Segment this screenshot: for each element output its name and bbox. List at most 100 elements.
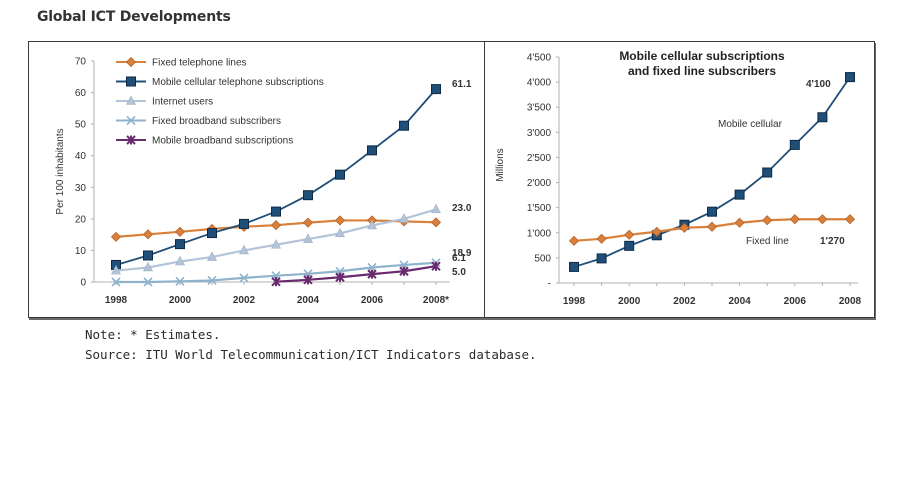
series-label: Mobile cellular (718, 119, 783, 130)
data-point (789, 214, 800, 225)
y-tick-label: 1'000 (527, 228, 552, 239)
data-point (335, 272, 345, 282)
legend-item: Fixed telephone lines (116, 56, 247, 69)
data-point (239, 273, 249, 283)
x-tick-label: 2004 (297, 295, 320, 306)
legend-label: Mobile broadband subscriptions (152, 136, 293, 147)
data-point-shape (143, 277, 153, 287)
data-point-shape (207, 251, 217, 261)
y-tick-label: 50 (75, 120, 87, 131)
series-line (275, 265, 437, 283)
data-point-shape (624, 240, 635, 251)
data-point-shape (817, 112, 828, 123)
data-point (706, 221, 718, 232)
data-point (734, 217, 745, 228)
legend-label: Internet users (152, 97, 213, 108)
legend-marker-shape (125, 56, 137, 68)
data-point-shape (239, 273, 249, 283)
data-point (271, 206, 281, 217)
data-point (399, 266, 409, 276)
data-point-shape (239, 218, 249, 229)
x-tick-label: 2000 (169, 295, 192, 306)
data-point-shape (271, 276, 281, 287)
series-fixed-broadband-subscribers: 6.1 (111, 253, 466, 287)
data-point (789, 139, 800, 150)
data-point-shape (734, 189, 745, 200)
data-point-shape (367, 269, 377, 279)
data-point (845, 72, 855, 83)
y-axis-label: Per 100 inhabitants (55, 128, 66, 214)
legend-marker-shape (126, 76, 136, 87)
series-line (573, 76, 851, 268)
data-point-shape (762, 215, 773, 226)
y-tick-label: 0 (80, 278, 86, 289)
legend-marker (126, 76, 136, 87)
y-tick-label: 20 (75, 214, 87, 225)
data-point-shape (707, 206, 717, 217)
y-tick-label: 3'500 (527, 103, 552, 114)
data-point-shape (569, 261, 579, 272)
data-point-shape (596, 253, 607, 264)
data-point (399, 120, 409, 131)
data-point (142, 229, 154, 240)
data-point (175, 276, 185, 286)
data-point (270, 220, 282, 231)
data-point (302, 217, 314, 228)
series-internet-users: 23.0 (111, 203, 472, 275)
data-point-shape (271, 239, 281, 249)
data-point (239, 244, 249, 255)
data-point (111, 264, 121, 275)
y-tick-label: 4'000 (527, 78, 552, 89)
data-point (271, 276, 281, 287)
data-point-shape (817, 214, 828, 225)
y-tick-label: 60 (75, 88, 87, 99)
chart-title: Mobile cellular subscriptions (619, 49, 785, 63)
data-point (817, 214, 828, 225)
data-point-shape (335, 227, 345, 238)
data-point-shape (175, 239, 185, 250)
data-point-shape (596, 233, 607, 244)
data-point (707, 206, 717, 217)
data-point-shape (845, 72, 855, 83)
data-point (303, 190, 313, 201)
data-point-shape (142, 229, 154, 240)
end-value-label: 61.1 (452, 79, 472, 90)
y-tick-label: - (548, 279, 551, 290)
data-point (568, 235, 580, 246)
legend-item: Fixed broadband subscribers (116, 115, 281, 127)
data-point-shape (335, 272, 345, 282)
data-point-shape (367, 219, 377, 230)
data-point (431, 261, 441, 271)
legend-item: Internet users (116, 95, 213, 108)
data-point-shape (762, 167, 773, 178)
data-point (651, 226, 662, 237)
chart-divider (484, 41, 485, 317)
data-point-shape (111, 264, 121, 275)
x-tick-label: 2004 (728, 296, 751, 307)
y-tick-label: 70 (75, 57, 87, 68)
data-point (335, 227, 345, 238)
data-point (367, 145, 377, 156)
x-tick-label: 1998 (563, 296, 586, 307)
end-value-label: 1'270 (820, 236, 845, 247)
data-point-shape (174, 226, 186, 237)
y-tick-label: 3'000 (527, 128, 552, 139)
data-point-shape (302, 217, 314, 228)
data-point (175, 255, 185, 266)
end-value-label: 5.0 (452, 267, 466, 278)
legend-marker-shape (126, 115, 136, 126)
x-tick-label: 1998 (105, 295, 128, 306)
note-text: Note: * Estimates. (85, 327, 221, 342)
data-point-shape (651, 226, 662, 237)
data-point-shape (303, 275, 313, 285)
legend-item: Mobile cellular telephone subscriptions (116, 76, 324, 88)
legend-marker (126, 95, 136, 105)
data-point (569, 261, 579, 272)
x-tick-label: 2008 (839, 296, 862, 307)
y-tick-label: 1'500 (527, 203, 552, 214)
data-point-shape (110, 231, 122, 242)
data-point (596, 253, 607, 264)
data-point-shape (143, 250, 153, 261)
data-point-shape (431, 261, 441, 271)
x-tick-label: 2000 (618, 296, 641, 307)
